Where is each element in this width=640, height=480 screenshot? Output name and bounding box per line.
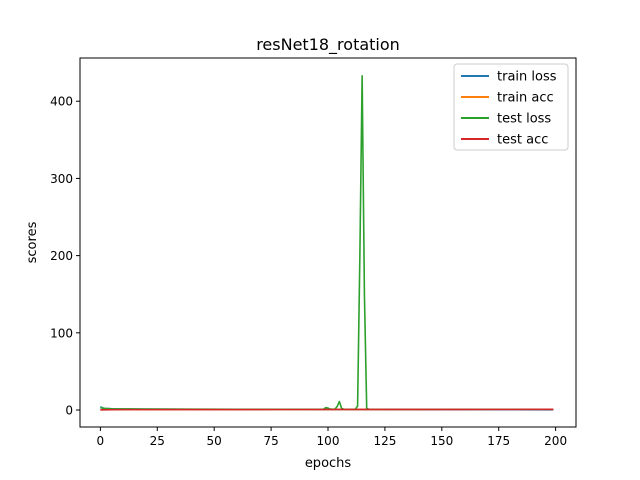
y-tick-label: 400: [50, 95, 73, 109]
x-tick-label: 75: [263, 434, 278, 448]
y-tick-label: 300: [50, 172, 73, 186]
legend-box: [453, 63, 569, 151]
y-tick-label: 0: [65, 404, 73, 418]
y-tick-label: 100: [50, 326, 73, 340]
x-tick-label: 100: [317, 434, 340, 448]
legend: train loss train acc test loss test acc: [453, 63, 569, 151]
legend-label-0: train loss: [497, 70, 557, 85]
chart-title: resNet18_rotation: [256, 35, 400, 55]
x-tick-label: 125: [373, 434, 396, 448]
legend-label-2: test loss: [497, 112, 551, 127]
y-axis: 0 100 200 300 400: [50, 95, 80, 418]
x-tick-label: 200: [544, 434, 567, 448]
x-tick-label: 175: [487, 434, 510, 448]
x-tick-label: 0: [97, 434, 105, 448]
legend-label-1: train acc: [497, 91, 554, 106]
y-axis-label: scores: [25, 221, 40, 263]
x-tick-label: 150: [430, 434, 453, 448]
x-tick-label: 50: [207, 434, 222, 448]
x-axis-label: epochs: [305, 456, 352, 471]
plot-area: [99, 74, 554, 411]
x-tick-label: 25: [150, 434, 165, 448]
y-tick-label: 200: [50, 249, 73, 263]
legend-label-3: test acc: [497, 133, 548, 148]
x-axis: 0 25 50 75 100 125 150 175 200: [97, 427, 567, 448]
